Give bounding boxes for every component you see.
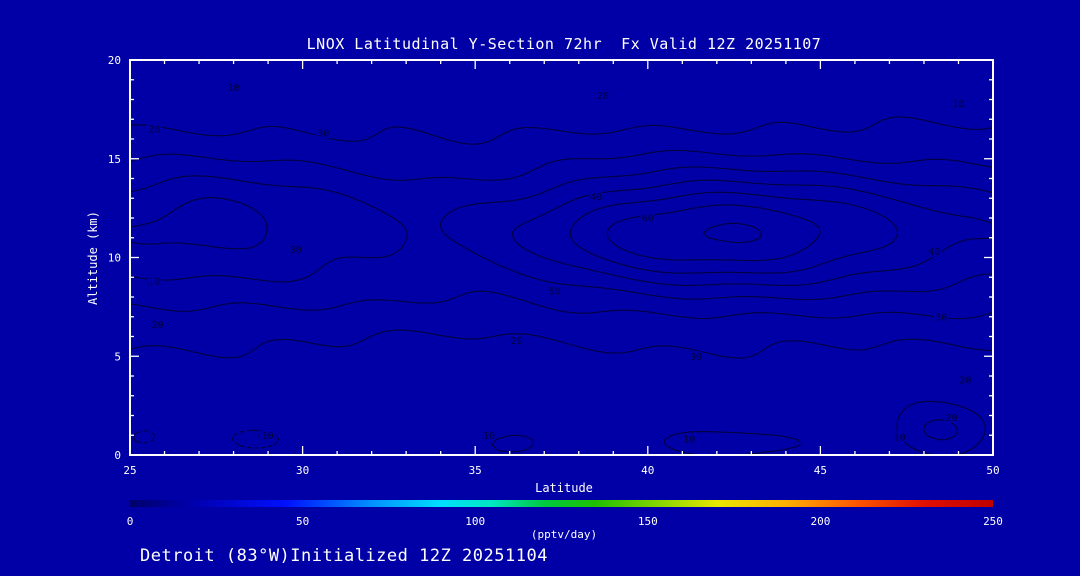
x-axis-label: Latitude xyxy=(535,481,593,495)
contour-label: 20 xyxy=(152,320,164,331)
colorbar-tick-label: 250 xyxy=(983,515,1003,528)
contour-label: 60 xyxy=(642,214,654,225)
x-tick-label: 30 xyxy=(296,464,309,477)
contour-label: 30 xyxy=(317,129,329,140)
contour-label: 20 xyxy=(946,413,958,424)
contour-level-70 xyxy=(703,222,762,244)
y-axis-ticks: 0 5 10 15 20 xyxy=(108,54,993,462)
contour-label: 30 xyxy=(935,312,947,323)
contour-label: 30 xyxy=(690,352,702,363)
x-tick-label: 35 xyxy=(469,464,482,477)
x-axis-ticks: 25 30 35 40 45 50 xyxy=(123,60,1000,477)
contour-level--10 xyxy=(133,429,280,449)
contour-level-50 xyxy=(569,191,899,274)
y-tick-label: 15 xyxy=(108,153,121,166)
contour-level-10 xyxy=(130,116,993,455)
colorbar-tick-label: 0 xyxy=(127,515,134,528)
contour-labels: 10 20 10 30 20 40 30 10 20 50 60 40 30 20 10 20 30 10 -10 1… xyxy=(146,81,973,448)
contour-level-30 xyxy=(130,166,993,301)
contour-label: 20 xyxy=(148,125,160,136)
contour-level-60 xyxy=(606,204,821,262)
contour-label: 10 xyxy=(148,277,160,288)
y-tick-label: 0 xyxy=(114,449,121,462)
colorbar-tick-labels: 0 50 100 150 200 250 xyxy=(127,515,1003,528)
colorbar-units-label: (pptv/day) xyxy=(531,528,597,541)
x-tick-label: 45 xyxy=(814,464,827,477)
contour-label: 10 xyxy=(228,83,240,94)
contour-label: 10 xyxy=(894,433,906,444)
y-tick-label: 20 xyxy=(108,54,121,67)
contour-label: 20 xyxy=(511,336,523,347)
contour-label: 20 xyxy=(959,375,971,386)
footer-caption: Detroit (83°W)Initialized 12Z 20251104 xyxy=(140,546,548,566)
contour-level-20 xyxy=(130,149,993,441)
y-axis-label: Altitude (km) xyxy=(86,211,100,305)
colorbar-tick-label: 200 xyxy=(810,515,830,528)
contour-label: 40 xyxy=(928,247,940,258)
colorbar-tick-label: 150 xyxy=(638,515,658,528)
plot-frame xyxy=(129,59,994,456)
contour-label: 50 xyxy=(549,287,561,298)
colorbar xyxy=(130,500,993,507)
contour-lines xyxy=(130,116,993,455)
colorbar-tick-label: 100 xyxy=(465,515,485,528)
contour-label: 10 xyxy=(952,99,964,110)
contour-level-40 xyxy=(130,179,993,286)
colorbar-tick-label: 50 xyxy=(296,515,309,528)
contour-label: 20 xyxy=(597,91,609,102)
contour-label: -10 xyxy=(256,431,274,442)
contour-label: 40 xyxy=(590,192,602,203)
x-tick-label: 25 xyxy=(123,464,136,477)
y-tick-label: 10 xyxy=(108,252,121,265)
x-tick-label: 50 xyxy=(986,464,999,477)
contour-label: 30 xyxy=(290,245,302,256)
contour-label: 10 xyxy=(483,431,495,442)
x-tick-label: 40 xyxy=(641,464,654,477)
contour-label: 10 xyxy=(683,435,695,446)
chart-title: LNOX Latitudinal Y-Section 72hr Fx Valid… xyxy=(307,35,822,53)
y-tick-label: 5 xyxy=(114,350,121,363)
